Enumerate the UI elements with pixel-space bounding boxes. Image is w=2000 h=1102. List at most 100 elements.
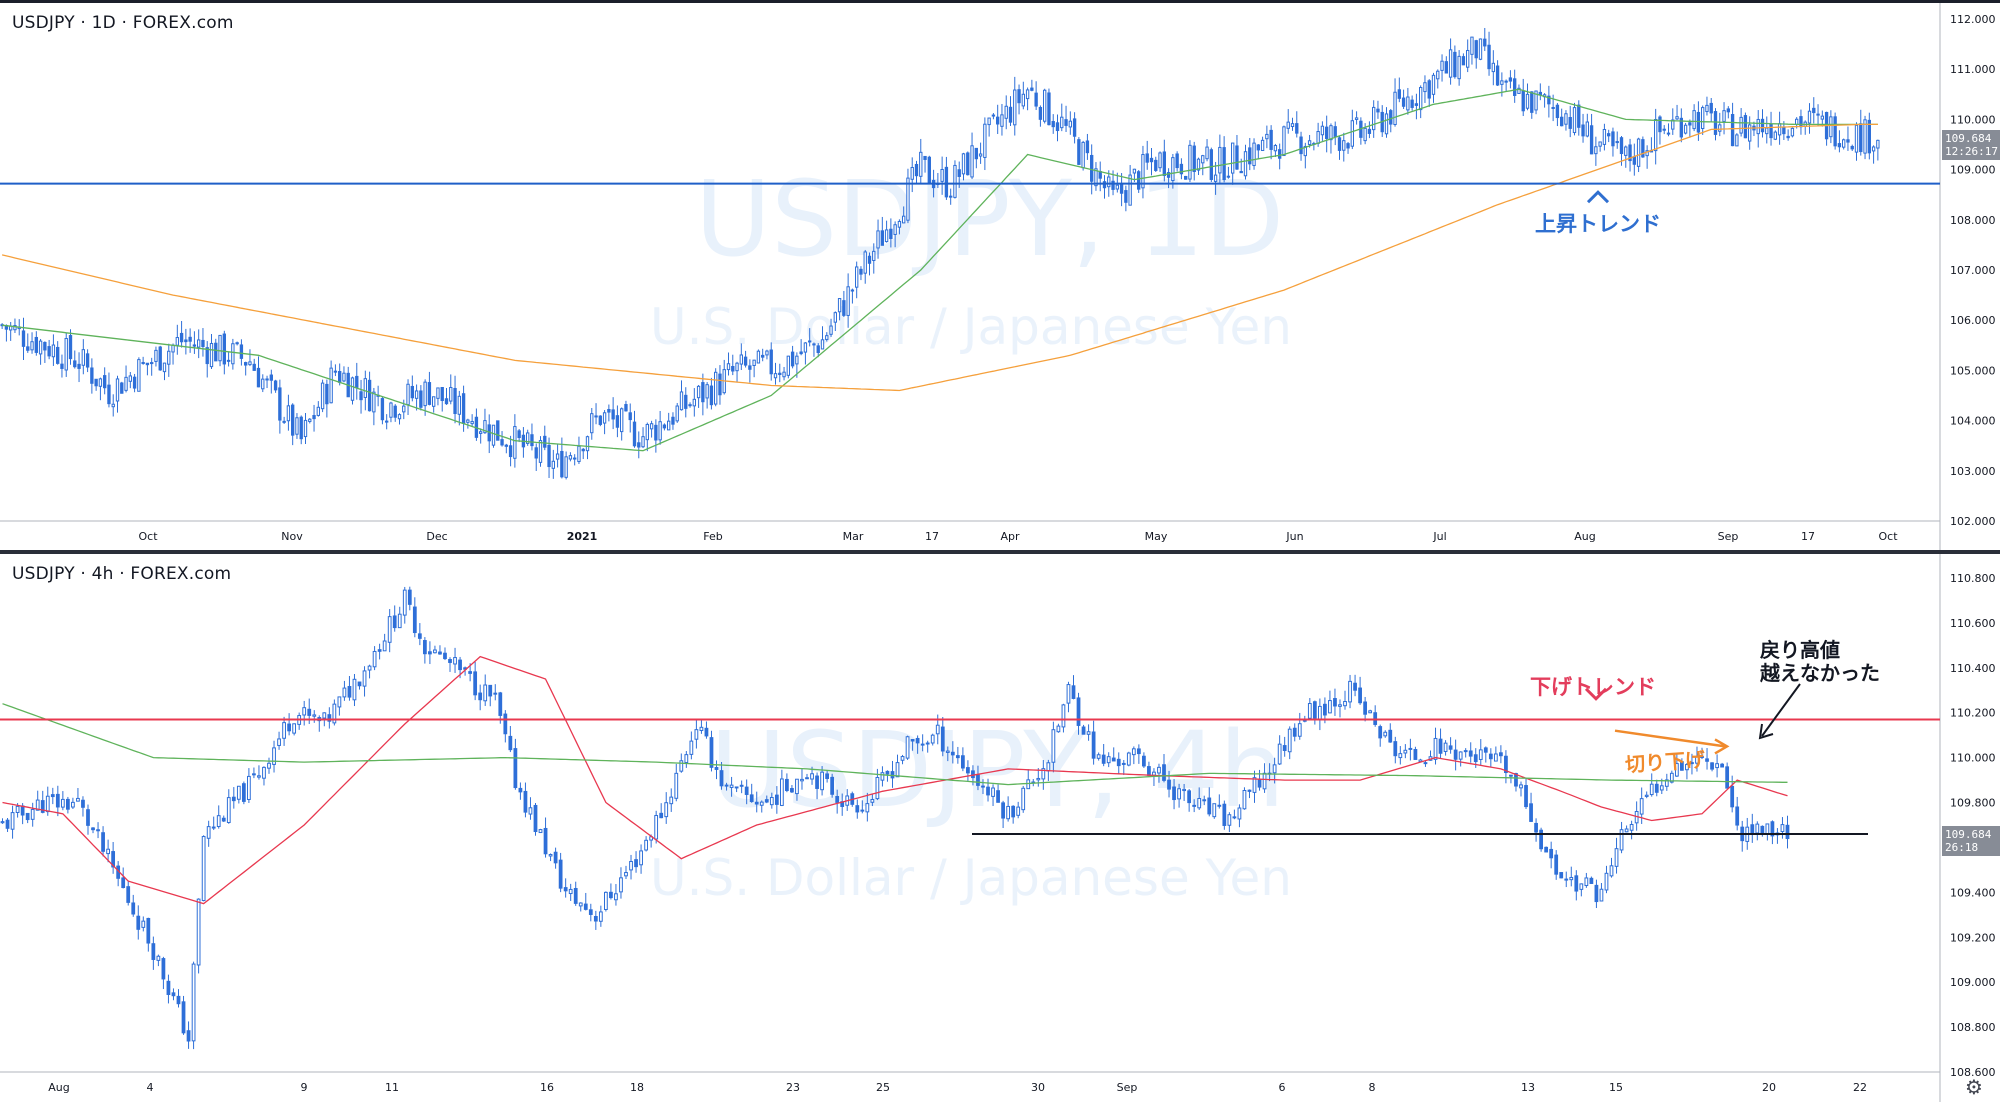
daily-chart-canvas[interactable]: 112.000 111.000 110.000 109.000 108.000 107.0… bbox=[0, 3, 2000, 550]
candle-body bbox=[1671, 119, 1675, 130]
candle-body bbox=[51, 344, 56, 358]
candle-body bbox=[1056, 725, 1061, 733]
candle-body bbox=[1812, 107, 1816, 114]
x-tick-label: 25 bbox=[876, 1081, 890, 1094]
candle-body bbox=[247, 775, 251, 801]
candle-body bbox=[684, 754, 689, 763]
candle-body bbox=[267, 762, 271, 769]
candle-body bbox=[1201, 155, 1205, 164]
candle-body bbox=[620, 408, 624, 433]
candle-body bbox=[1615, 141, 1619, 144]
daily-chart-pane[interactable]: USDJPY, 1D U.S. Dollar / Japanese Yen 11… bbox=[0, 0, 2000, 550]
candle-body bbox=[1695, 756, 1699, 764]
candle-body bbox=[1715, 763, 1719, 769]
candle-body bbox=[1579, 883, 1584, 890]
candle-body bbox=[1669, 772, 1674, 783]
four-hour-chart-pane[interactable]: USDJPY, 4h U.S. Dollar / Japanese Yen 11… bbox=[0, 550, 2000, 1102]
candle-body bbox=[1444, 61, 1448, 74]
candle-body bbox=[1000, 114, 1004, 127]
candle-body bbox=[0, 821, 5, 824]
candle-body bbox=[1786, 135, 1790, 139]
candle-body bbox=[1604, 872, 1609, 891]
candle-body bbox=[1629, 824, 1634, 831]
candle-body bbox=[551, 460, 555, 469]
candle-body bbox=[1348, 680, 1352, 703]
candle-body bbox=[449, 386, 453, 402]
candle-body bbox=[222, 333, 226, 365]
candle-body bbox=[397, 414, 402, 420]
y-tick-label: 110.600 bbox=[1950, 617, 1996, 630]
candle-body bbox=[1013, 89, 1017, 126]
candle-body bbox=[1004, 105, 1008, 119]
x-tick-label: 17 bbox=[1801, 530, 1815, 543]
candle-body bbox=[327, 714, 332, 722]
moving-average-line bbox=[1, 123, 1878, 392]
candle-body bbox=[1239, 171, 1243, 174]
settings-gear-icon[interactable]: ⚙ bbox=[1965, 1075, 1983, 1099]
candle-body bbox=[1611, 131, 1615, 147]
candle-body bbox=[875, 776, 880, 800]
candle-body bbox=[1564, 113, 1568, 125]
x-tick-label: 13 bbox=[1521, 1081, 1535, 1094]
candle-body bbox=[1398, 753, 1403, 759]
candle-body bbox=[880, 772, 885, 781]
failed-high-label-line2: 越えなかった bbox=[1760, 661, 1880, 685]
candle-body bbox=[1666, 132, 1671, 135]
candle-body bbox=[1820, 115, 1824, 120]
candle-body bbox=[1227, 814, 1232, 826]
candle-body bbox=[1205, 146, 1209, 160]
candle-body bbox=[453, 657, 457, 665]
candle-body bbox=[1350, 120, 1354, 147]
candle-body bbox=[1175, 153, 1179, 169]
candle-body bbox=[94, 378, 98, 387]
candle-body bbox=[308, 418, 312, 422]
candle-body bbox=[1705, 104, 1709, 113]
candle-body bbox=[1131, 748, 1136, 756]
candle-body bbox=[1116, 758, 1121, 767]
candle-body bbox=[1701, 107, 1705, 129]
candle-body bbox=[991, 114, 996, 117]
candle-body bbox=[1816, 113, 1820, 116]
candle-body bbox=[1001, 802, 1005, 819]
candle-body bbox=[880, 230, 884, 246]
candle-body bbox=[893, 224, 897, 235]
candle-body bbox=[624, 404, 628, 412]
x-tick-label: Aug bbox=[48, 1081, 69, 1094]
candle-body bbox=[1090, 154, 1094, 182]
candle-body bbox=[1837, 143, 1842, 148]
candle-body bbox=[752, 359, 756, 366]
candle-body bbox=[1748, 124, 1752, 142]
candle-body bbox=[206, 826, 211, 839]
candle-body bbox=[1453, 51, 1457, 78]
candle-body bbox=[337, 696, 342, 708]
candle-body bbox=[1142, 755, 1146, 767]
candle-body bbox=[436, 387, 440, 399]
candle-body bbox=[735, 362, 739, 372]
candle-body bbox=[91, 827, 95, 831]
candle-body bbox=[662, 424, 667, 429]
candle-body bbox=[1468, 750, 1473, 757]
lower-highs-label: 切り下げ bbox=[1624, 747, 1706, 777]
candle-body bbox=[1581, 124, 1585, 137]
y-tick-label: 109.800 bbox=[1950, 797, 1996, 810]
candle-body bbox=[607, 409, 611, 413]
candle-body bbox=[1154, 159, 1158, 171]
candle-body bbox=[332, 703, 337, 724]
candle-body bbox=[970, 145, 974, 178]
candle-body bbox=[910, 166, 914, 180]
candle-body bbox=[417, 633, 422, 639]
four-hour-chart-canvas[interactable]: 110.800 110.600 110.400 110.200 110.000 109.8… bbox=[0, 554, 2000, 1102]
candle-body bbox=[795, 355, 799, 365]
candle-body bbox=[256, 367, 261, 388]
candle-body bbox=[1739, 116, 1743, 134]
x-tick-label: Oct bbox=[138, 530, 158, 543]
candle-body bbox=[115, 378, 120, 402]
candle-body bbox=[1720, 763, 1725, 768]
candle-body bbox=[1560, 116, 1564, 127]
moving-average-line bbox=[2, 655, 1788, 905]
candle-body bbox=[1295, 123, 1299, 134]
x-tick-label: 18 bbox=[630, 1081, 644, 1094]
candle-body bbox=[1722, 110, 1726, 122]
candle-body bbox=[548, 854, 553, 857]
candle-body bbox=[1248, 147, 1252, 165]
